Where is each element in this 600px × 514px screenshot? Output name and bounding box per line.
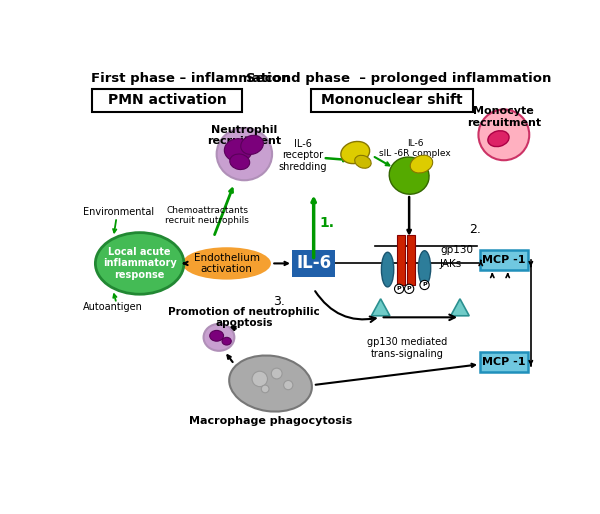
- Text: gp130 mediated
trans-signaling: gp130 mediated trans-signaling: [367, 337, 448, 359]
- Ellipse shape: [229, 356, 312, 412]
- Ellipse shape: [410, 155, 433, 173]
- Text: 2.: 2.: [469, 223, 481, 236]
- Circle shape: [261, 385, 269, 393]
- Text: Monocyte
recruitment: Monocyte recruitment: [467, 106, 541, 128]
- Text: IL-6
sIL -6R complex: IL-6 sIL -6R complex: [379, 139, 451, 158]
- FancyBboxPatch shape: [292, 250, 335, 277]
- Ellipse shape: [95, 233, 184, 294]
- Text: Second phase  – prolonged inflammation: Second phase – prolonged inflammation: [245, 72, 551, 85]
- Text: MCP -1: MCP -1: [482, 357, 526, 367]
- Text: Environmental: Environmental: [83, 207, 154, 217]
- Ellipse shape: [217, 128, 272, 180]
- Ellipse shape: [488, 131, 509, 146]
- Text: Endothelium
activation: Endothelium activation: [194, 252, 260, 274]
- Circle shape: [252, 371, 268, 387]
- Ellipse shape: [241, 135, 263, 154]
- FancyBboxPatch shape: [480, 250, 528, 270]
- Text: First phase – inflammation: First phase – inflammation: [91, 72, 290, 85]
- Ellipse shape: [210, 331, 224, 341]
- Circle shape: [271, 368, 282, 379]
- Polygon shape: [371, 299, 390, 316]
- Text: MCP -1: MCP -1: [482, 255, 526, 265]
- Text: Neutrophil
recruitment: Neutrophil recruitment: [207, 125, 281, 146]
- Text: Chemoattractants
recruit neutrophils: Chemoattractants recruit neutrophils: [166, 206, 250, 225]
- Text: JAKs: JAKs: [440, 259, 462, 269]
- Text: Promotion of neutrophilic
apoptosis: Promotion of neutrophilic apoptosis: [169, 306, 320, 328]
- Ellipse shape: [418, 251, 431, 285]
- Ellipse shape: [224, 139, 252, 162]
- Text: Local acute
inflammatory
response: Local acute inflammatory response: [103, 247, 176, 280]
- Bar: [407, 235, 415, 285]
- Ellipse shape: [355, 155, 371, 168]
- Bar: [92, 88, 242, 112]
- Ellipse shape: [389, 157, 429, 194]
- Text: Mononuclear shift: Mononuclear shift: [322, 93, 463, 107]
- Circle shape: [478, 109, 529, 160]
- Text: gp130: gp130: [440, 245, 473, 255]
- Bar: [397, 235, 405, 285]
- Text: P: P: [397, 286, 401, 291]
- Ellipse shape: [203, 324, 235, 351]
- Text: IL-6
receptor
shredding: IL-6 receptor shredding: [278, 139, 327, 172]
- Text: 1.: 1.: [319, 216, 334, 230]
- Circle shape: [404, 284, 414, 293]
- Bar: [311, 88, 473, 112]
- Text: 3.: 3.: [273, 296, 285, 308]
- Ellipse shape: [230, 154, 250, 170]
- FancyBboxPatch shape: [480, 352, 528, 372]
- Text: Autoantigen: Autoantigen: [83, 302, 143, 311]
- Ellipse shape: [182, 247, 271, 280]
- Text: Macrophage phagocytosis: Macrophage phagocytosis: [189, 416, 352, 426]
- Circle shape: [284, 380, 293, 390]
- Text: IL-6: IL-6: [296, 254, 331, 272]
- Circle shape: [395, 284, 404, 293]
- Circle shape: [420, 280, 429, 289]
- Ellipse shape: [382, 252, 394, 287]
- Ellipse shape: [341, 141, 370, 163]
- Ellipse shape: [222, 337, 231, 345]
- Text: P: P: [422, 283, 427, 287]
- Text: PMN activation: PMN activation: [108, 93, 227, 107]
- Text: P: P: [407, 286, 412, 291]
- Polygon shape: [451, 299, 469, 316]
